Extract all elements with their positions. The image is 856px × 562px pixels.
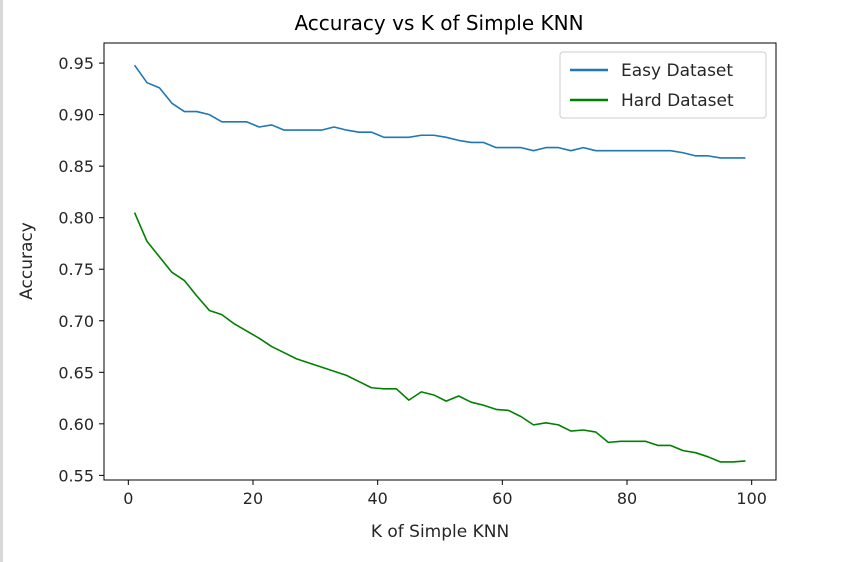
y-tick-label: 0.90 xyxy=(58,106,94,125)
x-tick-label: 40 xyxy=(367,489,387,508)
axis-ticks: 0 20 40 60 80 100 0.55 0.60 0.65 0.70 0.75 0.80 0.85… xyxy=(58,54,767,508)
y-tick-label: 0.55 xyxy=(58,466,94,485)
series-line-easy-dataset xyxy=(133,64,746,159)
series-line-hard-dataset xyxy=(133,212,746,463)
chart-title: Accuracy vs K of Simple KNN xyxy=(294,11,583,35)
y-tick-label: 0.60 xyxy=(58,415,94,434)
legend-label-hard: Hard Dataset xyxy=(621,91,734,111)
x-axis-title: K of Simple KNN xyxy=(371,522,509,542)
y-tick-label: 0.95 xyxy=(58,54,94,73)
y-tick-label: 0.70 xyxy=(58,312,94,331)
x-tick-label: 0 xyxy=(123,489,133,508)
y-axis-title: Accuracy xyxy=(17,222,37,300)
x-tick-label: 20 xyxy=(243,489,263,508)
legend-label-easy: Easy Dataset xyxy=(621,61,733,81)
y-tick-label: 0.80 xyxy=(58,209,94,228)
y-tick-label: 0.75 xyxy=(58,260,94,279)
y-tick-label: 0.85 xyxy=(58,157,94,176)
x-tick-label: 60 xyxy=(492,489,512,508)
x-tick-label: 100 xyxy=(736,489,767,508)
window-left-edge xyxy=(0,0,3,562)
legend-box xyxy=(559,51,767,119)
plot-frame xyxy=(103,42,777,481)
plot-area xyxy=(133,64,746,463)
x-tick-label: 80 xyxy=(617,489,637,508)
y-tick-label: 0.65 xyxy=(58,363,94,382)
legend: Easy Dataset Hard Dataset xyxy=(559,51,767,119)
